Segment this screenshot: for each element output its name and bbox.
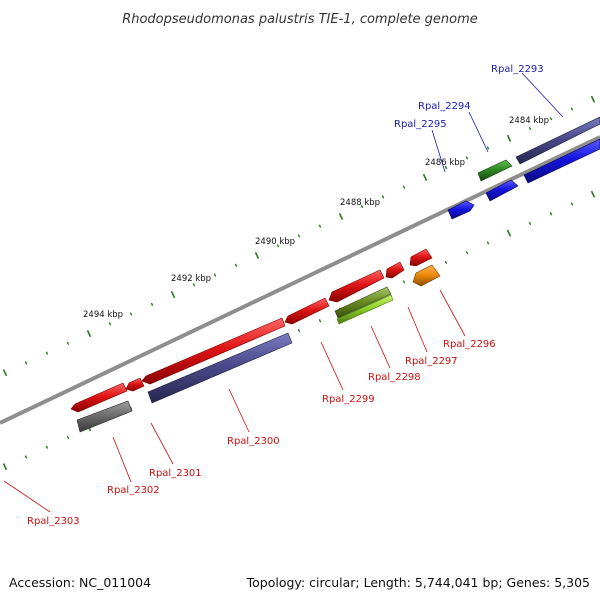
gene-rpal-2300[interactable]	[141, 317, 286, 385]
feature-rpal-2302[interactable]	[76, 400, 133, 433]
scale-tick-inner	[402, 280, 406, 284]
gene-rpal-2295[interactable]	[447, 200, 475, 220]
scale-tick-inner	[45, 445, 49, 449]
scale-tick-outer	[528, 126, 532, 131]
scale-tick-outer	[381, 195, 385, 199]
scale-tick-inner	[318, 319, 322, 323]
scale-tick-outer	[402, 185, 406, 189]
scale-tick-outer	[590, 95, 596, 103]
scale-label-2484: 2484 kbp	[509, 116, 549, 126]
scale-ticks-inner	[2, 190, 596, 471]
topology-summary: Topology: circular; Length: 5,744,041 bp…	[246, 575, 590, 590]
gene-label-rpal-2297[interactable]: Rpal_2297	[405, 356, 458, 367]
scale-tick-outer	[150, 302, 154, 306]
scale-ticks-outer	[2, 95, 596, 377]
gene-label-rpal-2302[interactable]: Rpal_2302	[107, 485, 160, 496]
scale-label-2494: 2494 kbp	[83, 310, 123, 320]
scale-tick-outer	[129, 312, 133, 316]
feature-rpal-2293[interactable]	[523, 138, 600, 184]
scale-tick-inner	[297, 328, 301, 333]
scale-tick-outer	[24, 361, 28, 365]
scale-tick-outer	[108, 322, 112, 326]
scale-tick-outer	[297, 234, 301, 238]
gene-label-rpal-2296[interactable]: Rpal_2296	[443, 339, 496, 350]
feature-rpal-2294[interactable]	[485, 179, 519, 202]
scale-tick-outer	[465, 156, 469, 160]
scale-tick-outer	[422, 173, 428, 181]
scale-tick-outer	[444, 165, 448, 170]
label-leader-lines	[3, 72, 564, 513]
gene-label-rpal-2300[interactable]: Rpal_2300	[227, 436, 280, 447]
gene-label-rpal-2303[interactable]: Rpal_2303	[27, 516, 80, 527]
scale-tick-outer	[318, 224, 322, 228]
scale-tick-inner	[549, 212, 553, 216]
gene-label-rpal-2299[interactable]: Rpal_2299	[322, 394, 375, 405]
scale-tick-inner	[66, 435, 70, 440]
gene-rpal-2299b[interactable]	[284, 297, 330, 325]
scale-tick-outer	[486, 146, 490, 150]
gene-rpal-2298[interactable]	[334, 286, 392, 319]
scale-tick-inner	[24, 455, 28, 459]
scale-tick-inner	[444, 260, 448, 264]
gene-rpal-2293[interactable]	[515, 116, 600, 165]
scale-label-2490: 2490 kbp	[255, 237, 295, 247]
gene-rpal-2302[interactable]	[70, 382, 128, 413]
gene-label-rpal-2298[interactable]: Rpal_2298	[368, 372, 421, 383]
gene-label-rpal-2301[interactable]: Rpal_2301	[149, 468, 202, 479]
gene-rpal-2294[interactable]	[477, 159, 513, 182]
scale-tick-inner	[590, 190, 596, 198]
scale-tick-outer	[86, 330, 92, 338]
scale-tick-outer	[360, 205, 364, 209]
gene-label-rpal-2294[interactable]: Rpal_2294	[418, 101, 471, 112]
gene-label-rpal-2295[interactable]: Rpal_2295	[394, 119, 447, 130]
scale-tick-outer	[2, 369, 8, 377]
scale-label-2486: 2486 kbp	[425, 158, 465, 168]
scale-tick-inner	[570, 202, 574, 206]
gene-rpal-2296[interactable]	[412, 264, 441, 287]
scale-tick-inner	[486, 241, 490, 245]
scale-tick-outer	[66, 341, 70, 345]
scale-tick-outer	[213, 273, 217, 277]
feature-rpal-2300[interactable]	[147, 332, 293, 404]
gene-rpal-2298b[interactable]	[336, 294, 394, 325]
scale-tick-outer	[549, 117, 553, 121]
scale-tick-inner	[2, 463, 8, 471]
scale-tick-outer	[506, 134, 512, 142]
gene-rpal-2297[interactable]	[409, 248, 433, 267]
gene-rpal-2299[interactable]	[328, 269, 385, 303]
scale-tick-outer	[45, 351, 49, 355]
map-title: Rhodopseudomonas palustris TIE-1, comple…	[122, 12, 478, 27]
gene-label-rpal-2293[interactable]: Rpal_2293	[491, 64, 544, 75]
scale-tick-inner	[506, 229, 512, 237]
scale-tick-outer	[570, 107, 574, 111]
scale-label-2488: 2488 kbp	[340, 198, 380, 208]
scale-tick-outer	[254, 251, 260, 260]
scale-tick-outer	[234, 263, 238, 267]
scale-tick-outer	[338, 212, 344, 220]
scale-tick-inner	[465, 251, 469, 255]
scale-tick-outer	[276, 244, 280, 248]
accession-label: Accession: NC_011004	[9, 575, 152, 590]
genome-backbone	[0, 135, 600, 425]
scale-tick-outer	[170, 291, 176, 299]
scale-tick-inner	[528, 221, 532, 226]
gene-rpal-2301[interactable]	[125, 377, 145, 392]
scale-label-2492: 2492 kbp	[171, 274, 211, 284]
gene-rpal-2297b[interactable]	[385, 261, 405, 279]
scale-tick-outer	[192, 283, 196, 287]
